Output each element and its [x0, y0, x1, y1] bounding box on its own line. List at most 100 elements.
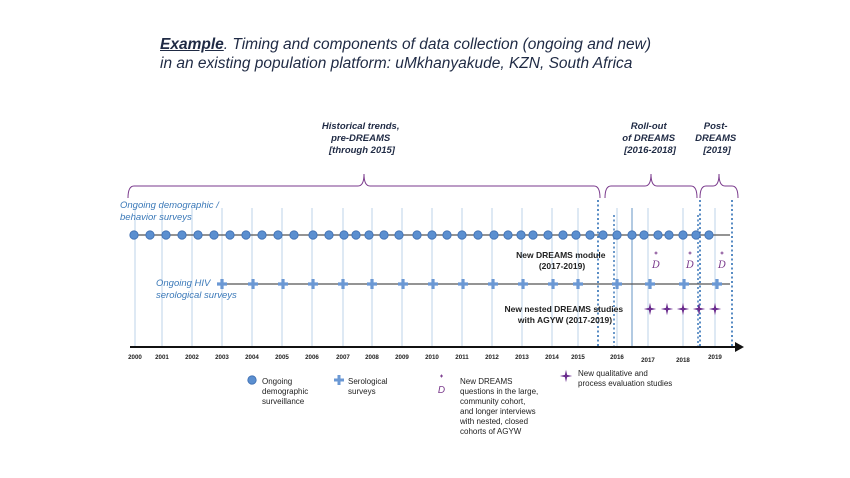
period-brace — [127, 173, 601, 199]
year-label-2016: 2016 — [610, 354, 624, 361]
circle-marker-icon — [704, 230, 714, 240]
plus-marker-icon — [278, 279, 288, 289]
circle-marker-icon — [257, 230, 267, 240]
year-label-2003: 2003 — [215, 354, 229, 361]
circle-marker-icon — [364, 230, 374, 240]
plus-marker-icon — [428, 279, 438, 289]
year-label-2014: 2014 — [545, 354, 559, 361]
year-labels: 2000 2001 2002 2003 2004 2005 2006 2007 2008 2009… — [128, 354, 722, 364]
circle-marker-icon — [427, 230, 437, 240]
plus-marker-icon — [548, 279, 559, 289]
plus-marker-icon — [518, 279, 529, 289]
circle-marker-icon — [161, 230, 171, 240]
plus-marker-icon — [488, 279, 498, 289]
period-label-post: Post- DREAMS [2019] — [695, 121, 739, 156]
star-marker-icon — [676, 302, 690, 316]
annotation-dreams-module: New DREAMS module (2017-2019) — [516, 250, 608, 271]
circle-marker-icon — [379, 230, 389, 240]
circle-marker-icon — [457, 230, 467, 240]
year-label-2005: 2005 — [275, 354, 289, 361]
legend-circle-marker-icon — [247, 375, 257, 385]
year-label-2000: 2000 — [128, 354, 142, 361]
serological-markers — [217, 279, 723, 289]
circle-marker-icon — [145, 230, 155, 240]
circle-marker-icon — [639, 230, 649, 240]
circle-marker-icon — [571, 230, 581, 240]
plus-marker-icon — [217, 279, 227, 289]
legend-label-serological: Serological surveys — [348, 377, 390, 396]
period-braces — [127, 173, 739, 199]
year-label-2006: 2006 — [305, 354, 319, 361]
svg-text:D: D — [685, 260, 694, 271]
title-line2: in an existing population platform: uMkh… — [160, 55, 633, 72]
plus-marker-icon — [458, 279, 468, 289]
year-label-2009: 2009 — [395, 354, 409, 361]
qualitative-study-markers — [643, 302, 722, 316]
svg-text:D: D — [651, 260, 660, 271]
star-marker-icon — [692, 302, 706, 316]
circle-marker-icon — [503, 230, 513, 240]
star-marker-icon — [708, 302, 722, 316]
circle-marker-icon — [129, 230, 139, 240]
circle-marker-icon — [543, 230, 553, 240]
circle-marker-icon — [225, 230, 235, 240]
title-line1: . Timing and components of data collecti… — [223, 36, 651, 53]
circle-marker-icon — [324, 230, 334, 240]
circle-marker-icon — [289, 230, 299, 240]
year-label-2015: 2015 — [571, 354, 585, 361]
time-axis-arrow-icon — [735, 342, 744, 352]
plus-marker-icon — [573, 279, 584, 289]
year-label-2013: 2013 — [515, 354, 529, 361]
svg-text:D: D — [438, 385, 445, 396]
legend-star-marker-icon — [559, 369, 573, 383]
d-mark-icon: D — [717, 251, 726, 271]
svg-text:D: D — [717, 260, 726, 271]
circle-marker-icon — [516, 230, 526, 240]
year-gridlines — [134, 208, 716, 347]
year-label-2010: 2010 — [425, 354, 439, 361]
annotation-nested-studies: New nested DREAMS studies with AGYW (201… — [505, 304, 626, 325]
circle-marker-icon — [528, 230, 538, 240]
diagram-title: Example. Timing and components of data c… — [160, 35, 760, 73]
star-marker-icon — [660, 302, 674, 316]
plus-marker-icon — [712, 279, 723, 289]
plus-marker-icon — [308, 279, 318, 289]
legend-d-mark-icon: D — [438, 374, 445, 396]
period-dividers — [597, 200, 733, 347]
circle-marker-icon — [339, 230, 349, 240]
circle-marker-icon — [394, 230, 404, 240]
circle-marker-icon — [473, 230, 483, 240]
plus-marker-icon — [612, 279, 623, 289]
circle-marker-icon — [273, 230, 283, 240]
demographic-markers — [129, 230, 714, 240]
row-label-demographic: Ongoing demographic / behavior surveys — [120, 200, 221, 223]
plus-marker-icon — [398, 279, 408, 289]
circle-marker-icon — [351, 230, 361, 240]
circle-marker-icon — [627, 230, 637, 240]
year-label-2008: 2008 — [365, 354, 379, 361]
d-mark-icon: D — [685, 251, 694, 271]
plus-marker-icon — [645, 279, 656, 289]
legend-label-demographic: Ongoing demographic surveillance — [262, 377, 310, 406]
d-mark-icon: D — [651, 251, 660, 271]
plus-marker-icon — [338, 279, 348, 289]
period-brace — [699, 173, 739, 199]
circle-marker-icon — [691, 230, 701, 240]
year-label-2011: 2011 — [455, 354, 469, 361]
year-label-2018: 2018 — [676, 357, 690, 364]
legend: Ongoing demographic surveillance Serolog… — [247, 369, 672, 436]
year-label-2017: 2017 — [641, 357, 655, 364]
circle-marker-icon — [209, 230, 219, 240]
circle-marker-icon — [308, 230, 318, 240]
plus-marker-icon — [248, 279, 258, 289]
plus-marker-icon — [367, 279, 377, 289]
title-lead: Example — [160, 36, 224, 53]
circle-marker-icon — [489, 230, 499, 240]
circle-marker-icon — [412, 230, 422, 240]
legend-label-qualitative: New qualitative and process evaluation s… — [578, 369, 672, 388]
circle-marker-icon — [193, 230, 203, 240]
circle-marker-icon — [653, 230, 663, 240]
circle-marker-icon — [585, 230, 595, 240]
